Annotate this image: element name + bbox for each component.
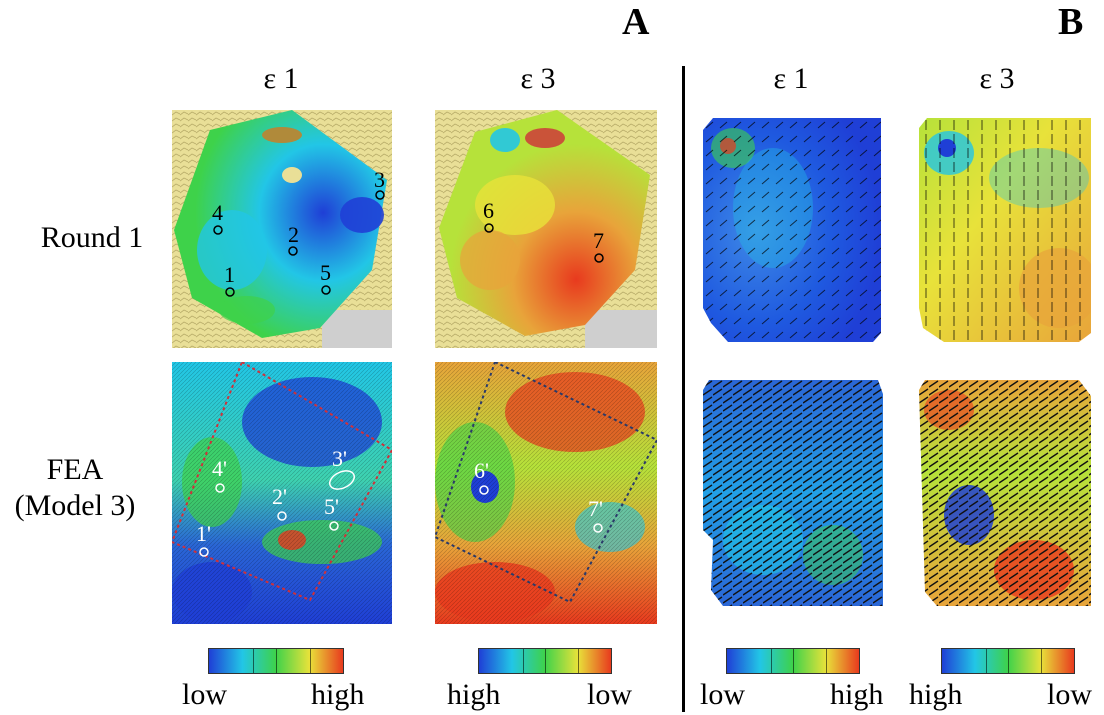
- svg-text:6: 6: [483, 198, 494, 223]
- map-b-top-e1: [703, 118, 881, 342]
- colorbar-b-e1-high-label: high: [830, 678, 884, 711]
- panel-label-b: B: [1058, 1, 1084, 43]
- marker-point-5: 5: [320, 260, 331, 295]
- map-b-top-e3: [919, 118, 1091, 342]
- column-header-b-e3: ε 3: [979, 62, 1015, 95]
- svg-text:4: 4: [212, 200, 223, 225]
- svg-text:7': 7': [588, 496, 603, 521]
- svg-text:2: 2: [288, 222, 299, 247]
- colorbar-b-e3-right-label: low: [1047, 678, 1092, 711]
- column-header-b-e1: ε 1: [773, 62, 809, 95]
- marker-point-2: 2: [288, 222, 299, 256]
- colorbar-a-e1: [208, 648, 344, 674]
- colorbar-a-e3: [478, 648, 612, 674]
- map-b-bottom-e3: [919, 380, 1091, 606]
- svg-text:1': 1': [196, 521, 211, 546]
- map-a-round1-e1: [172, 110, 392, 348]
- row-label-fea-line2: (Model 3): [14, 489, 136, 522]
- marker-point-7: 7: [593, 228, 604, 263]
- map-b-bottom-e1: [703, 380, 883, 606]
- panel-divider: [682, 66, 685, 712]
- marker-point-7-prime: 7': [588, 496, 603, 533]
- marker-point-6-prime: 6': [474, 458, 489, 495]
- colorbar-a-e3-right-label: low: [587, 678, 632, 711]
- colorbar-b-e3-left-label: high: [909, 678, 963, 711]
- column-header-a-e1: ε 1: [263, 62, 299, 95]
- row-label-fea: FEA (Model 3): [0, 452, 150, 524]
- colorbar-b-e1: [726, 648, 860, 674]
- svg-text:4': 4': [212, 456, 227, 481]
- colorbar-b-e1-low-label: low: [700, 678, 745, 711]
- map-a-fea-e1: [172, 362, 392, 624]
- marker-point-2-prime: 2': [272, 484, 287, 521]
- marker-point-4: 4: [212, 200, 223, 235]
- svg-text:5': 5': [324, 494, 339, 519]
- column-header-a-e3: ε 3: [520, 62, 556, 95]
- marker-point-1-prime: 1': [196, 521, 211, 557]
- colorbar-a-e1-low-label: low: [182, 678, 227, 711]
- marker-point-6: 6: [483, 198, 494, 233]
- panel-label-a: A: [622, 1, 650, 43]
- marker-point-1: 1: [224, 262, 235, 297]
- colorbar-a-e1-high-label: high: [311, 678, 365, 711]
- svg-text:1: 1: [224, 262, 235, 287]
- colorbar-a-e3-left-label: high: [447, 678, 501, 711]
- row-label-fea-line1: FEA: [46, 453, 104, 486]
- marker-point-5-prime: 5': [324, 494, 339, 531]
- svg-text:2': 2': [272, 484, 287, 509]
- svg-text:3': 3': [332, 446, 347, 471]
- fea-markers-a: 1' 2' 3' 4' 5' 6' 7': [196, 446, 603, 557]
- svg-text:3: 3: [374, 167, 385, 192]
- colorbar-b-e3: [941, 648, 1075, 674]
- row-label-round1: Round 1: [40, 221, 144, 254]
- map-a-round1-e3: [435, 110, 657, 348]
- round1-markers-a: 1 2 3 4 5 6 7: [212, 167, 604, 297]
- marker-point-4-prime: 4': [212, 456, 227, 493]
- map-a-fea-e3: [435, 362, 657, 624]
- svg-text:7: 7: [593, 228, 604, 253]
- svg-text:5: 5: [320, 260, 331, 285]
- marker-point-3: 3: [374, 167, 385, 200]
- svg-text:6': 6': [474, 458, 489, 483]
- marker-point-3-prime: 3': [328, 446, 356, 490]
